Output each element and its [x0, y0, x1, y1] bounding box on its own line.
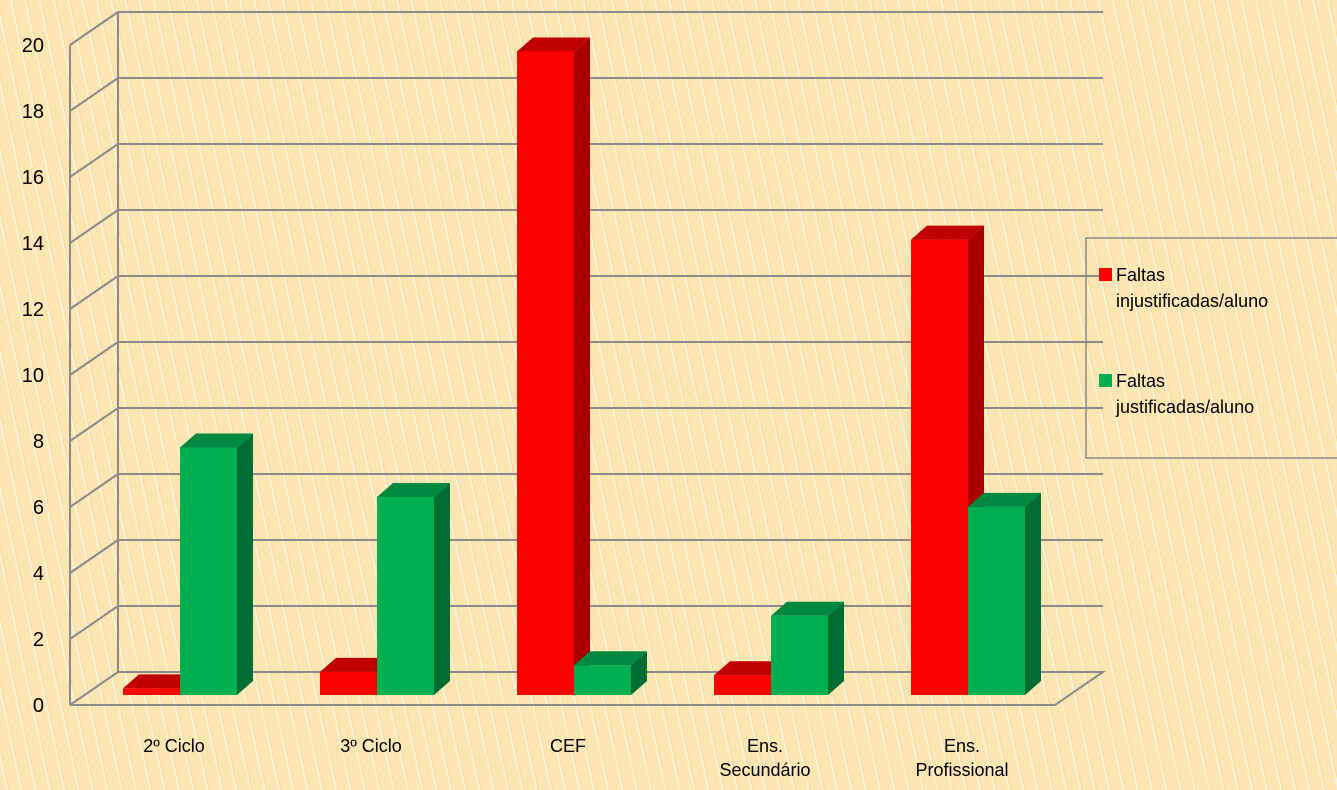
bar-top [911, 225, 984, 240]
legend-box [1085, 237, 1337, 459]
x-tick-label: 2º Ciclo [143, 736, 205, 756]
bar-side [574, 37, 590, 695]
bar [911, 239, 968, 695]
gridline-depth [69, 275, 119, 310]
y-tick-label: 14 [22, 233, 44, 255]
gridline-depth [69, 407, 119, 442]
legend-label: Faltas [1116, 265, 1165, 285]
x-tick-label: Profissional [915, 760, 1008, 780]
bar [123, 688, 180, 695]
bar [517, 51, 574, 695]
gridline-depth [69, 671, 119, 706]
legend: Faltas injustificadas/aluno Faltas justific… [1085, 237, 1337, 459]
legend-swatch [1099, 268, 1112, 281]
bar-top [574, 651, 647, 666]
bar-top [180, 433, 253, 448]
y-tick-label: 2 [33, 629, 44, 651]
bar [771, 615, 828, 695]
gridline-depth [69, 473, 119, 508]
legend-label: justificadas/aluno [1115, 397, 1254, 417]
bars [123, 37, 1041, 695]
x-tick-label: Ens. [944, 736, 980, 756]
gridline-depth [69, 143, 119, 178]
y-tick-label: 8 [33, 431, 44, 453]
bar-side [1025, 492, 1041, 695]
y-tick-label: 18 [22, 101, 44, 123]
bar [320, 671, 377, 695]
y-tick-label: 4 [33, 563, 44, 585]
legend-swatch [1099, 374, 1112, 387]
axis-labels: 0 2 4 6 8 10 12 14 16 18 20 2º Ciclo 3º Ciclo CEF Ens.… [22, 35, 1009, 780]
bar [574, 665, 631, 695]
bar-side [237, 433, 253, 695]
bar-side [631, 651, 647, 695]
y-tick-label: 6 [33, 497, 44, 519]
bar-side [828, 601, 844, 695]
x-tick-label: Secundário [719, 760, 810, 780]
legend-label: Faltas [1116, 371, 1165, 391]
x-tick-label: CEF [550, 736, 586, 756]
gridline-depth [69, 605, 119, 640]
gridline-depth [69, 209, 119, 244]
bar [180, 447, 237, 695]
bar-top [123, 674, 196, 689]
y-tick-label: 12 [22, 299, 44, 321]
legend-label: injustificadas/aluno [1116, 291, 1268, 311]
bar-top [714, 661, 787, 676]
bar [377, 497, 434, 695]
bar [968, 506, 1025, 695]
gridline-depth [69, 11, 119, 46]
bar-top [517, 37, 590, 52]
bar-top [377, 483, 450, 497]
gridline-depth [69, 77, 119, 112]
bar [714, 675, 771, 695]
bar-top [320, 657, 393, 672]
y-tick-label: 20 [22, 35, 44, 57]
bar-side [434, 483, 450, 695]
bar-top [968, 492, 1041, 507]
y-tick-label: 16 [22, 167, 44, 189]
gridline-depth [69, 341, 119, 376]
gridline-depth [69, 539, 119, 574]
y-tick-label: 10 [22, 365, 44, 387]
y-tick-label: 0 [33, 695, 44, 717]
x-tick-label: 3º Ciclo [340, 736, 402, 756]
bar-top [771, 601, 844, 616]
x-tick-label: Ens. [747, 736, 783, 756]
